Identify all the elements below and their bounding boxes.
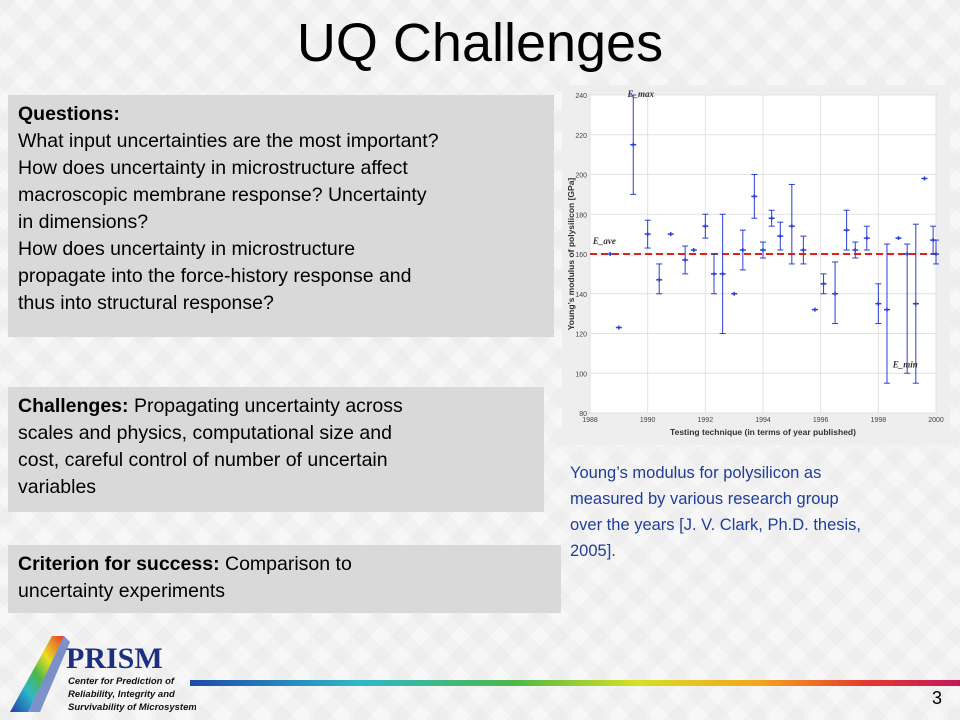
x-tick-label: 1992	[698, 417, 714, 424]
y-tick-label: 220	[575, 133, 587, 140]
footer-gradient-bar	[190, 680, 960, 686]
prism-logo-name: PRISM	[66, 642, 163, 675]
caption-line: 2005].	[570, 542, 616, 560]
challenges-line: scales and physics, computational size a…	[18, 422, 392, 444]
criterion-line: uncertainty experiments	[18, 580, 226, 602]
figure-caption: Young’s modulus for polysilicon as measu…	[570, 460, 955, 564]
x-axis-label: Testing technique (in terms of year publ…	[670, 427, 856, 437]
questions-line: propagate into the force-history respons…	[18, 265, 412, 287]
y-tick-label: 80	[579, 411, 587, 418]
criterion-text: Comparison to	[224, 553, 352, 575]
slide-title: UQ Challenges	[296, 13, 664, 73]
prism-logo-mark-shade	[28, 636, 70, 712]
challenges-line: variables	[18, 476, 97, 498]
x-tick-label: 1996	[813, 417, 829, 424]
annotation-emax: E_max	[626, 89, 654, 99]
challenges-heading: Challenges:	[18, 395, 129, 417]
y-tick-label: 120	[575, 332, 587, 339]
questions-heading: Questions:	[18, 103, 120, 125]
prism-logo-line: Survivability of Microsystems	[68, 702, 196, 713]
questions-line: What input uncertainties are the most im…	[18, 130, 439, 152]
chart-ticks: 80 100 120 140 160 180 200 220 240 1988 1990 1992 19…	[575, 93, 944, 424]
caption-line: measured by various research group	[570, 490, 839, 508]
questions-line: How does uncertainty in microstructure a…	[18, 157, 408, 179]
y-tick-label: 160	[575, 252, 587, 259]
questions-line: in dimensions?	[18, 211, 149, 233]
questions-box: Questions: What input uncertainties are …	[8, 95, 554, 337]
challenges-box: Challenges: Propagating uncertainty acro…	[8, 387, 544, 512]
chart-svg: 80 100 120 140 160 180 200 220 240 1988 1990 1992 19…	[566, 89, 944, 437]
y-tick-label: 240	[575, 93, 587, 100]
page-number: 3	[931, 688, 942, 708]
prism-logo-line: Reliability, Integrity and	[68, 689, 175, 700]
criterion-box: Criterion for success: Comparison to unc…	[8, 545, 561, 613]
annotation-emin: E_min	[892, 359, 918, 369]
x-tick-label: 1988	[582, 417, 598, 424]
x-tick-label: 1994	[755, 417, 771, 424]
prism-logo-mark	[10, 636, 64, 712]
y-tick-label: 200	[575, 173, 587, 180]
questions-line: thus into structural response?	[18, 292, 274, 314]
y-tick-label: 100	[575, 371, 587, 378]
x-tick-label: 1990	[640, 417, 656, 424]
caption-line: Young’s modulus for polysilicon as	[570, 464, 822, 482]
y-axis-label: Young’s modulus of polysilicon [GPa]	[566, 178, 576, 331]
chart-marks	[607, 94, 939, 384]
questions-line: How does uncertainty in microstructure	[18, 238, 356, 260]
y-tick-label: 140	[575, 292, 587, 299]
x-tick-label: 2000	[928, 417, 944, 424]
y-tick-label: 180	[575, 212, 587, 219]
questions-line: macroscopic membrane response? Uncertain…	[18, 184, 427, 206]
criterion-heading: Criterion for success:	[18, 553, 220, 575]
prism-logo: PRISM Center for Prediction of Reliabili…	[10, 636, 196, 713]
youngs-modulus-chart: 80 100 120 140 160 180 200 220 240 1988 1990 1992 19…	[562, 85, 950, 445]
x-tick-label: 1998	[871, 417, 887, 424]
challenges-line: cost, careful control of number of uncer…	[18, 449, 388, 471]
annotation-eave: E_ave	[592, 236, 616, 246]
challenges-text: Propagating uncertainty across	[133, 395, 403, 417]
prism-logo-line: Center for Prediction of	[68, 676, 175, 687]
caption-line: over the years [J. V. Clark, Ph.D. thesi…	[570, 516, 862, 534]
